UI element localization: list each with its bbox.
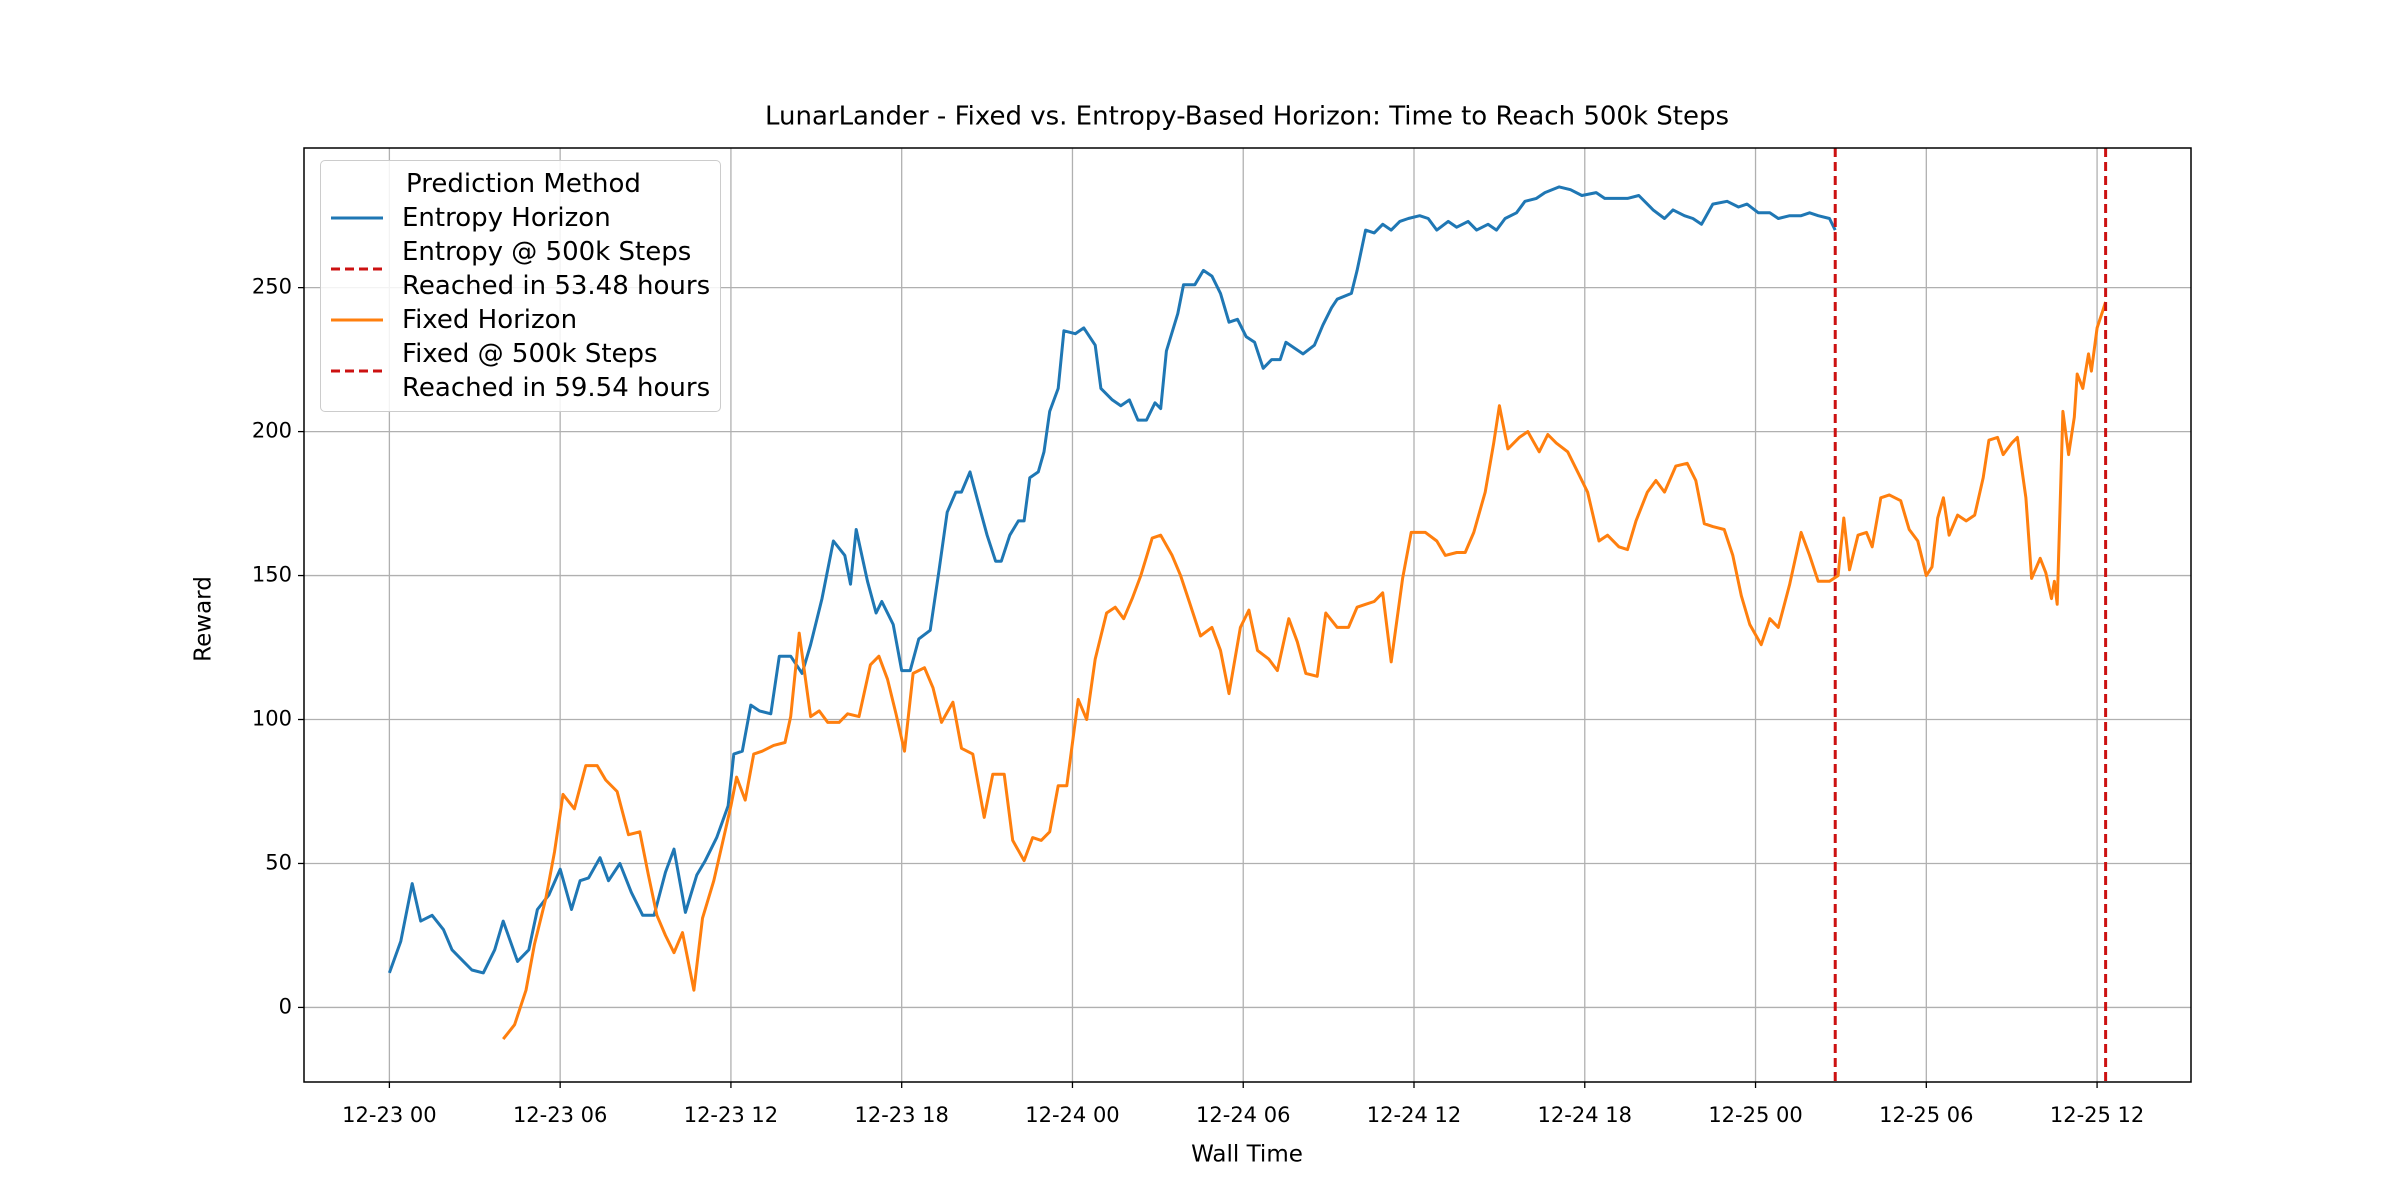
x-tick-label: 12-23 06 (513, 1103, 607, 1127)
plot-frame (303, 147, 2192, 1083)
x-tick-label: 12-25 12 (2050, 1103, 2144, 1127)
y-tick-label: 100 (252, 707, 292, 731)
y-tick-label: 250 (252, 275, 292, 299)
x-tick-label: 12-23 00 (342, 1103, 436, 1127)
legend-entry: Entropy @ 500k Steps Reached in 53.48 ho… (329, 235, 710, 303)
chart-title: LunarLander - Fixed vs. Entropy-Based Ho… (765, 102, 1729, 132)
legend-label: Fixed @ 500k Steps Reached in 59.54 hour… (402, 339, 711, 403)
y-tick-label: 150 (252, 563, 292, 587)
x-axis-label: Wall Time (1191, 1142, 1303, 1168)
y-tick-label: 50 (265, 850, 292, 874)
legend-label: Entropy @ 500k Steps Reached in 53.48 ho… (402, 237, 711, 301)
series-line (502, 301, 2108, 1041)
legend-entry: Fixed @ 500k Steps Reached in 59.54 hour… (329, 337, 710, 405)
legend: Prediction Method Entropy Horizon Entropy… (320, 160, 722, 412)
legend-label: Entropy Horizon (402, 203, 611, 233)
legend-swatch (331, 369, 383, 373)
x-tick-label: 12-24 18 (1538, 1103, 1632, 1127)
y-tick-label: 200 (252, 419, 292, 443)
x-tick-label: 12-25 00 (1708, 1103, 1802, 1127)
legend-entry: Fixed Horizon (329, 303, 710, 337)
legend-swatch (331, 267, 383, 271)
x-tick-label: 12-25 06 (1879, 1103, 1973, 1127)
y-axis-label: Reward (191, 576, 217, 662)
legend-label: Fixed Horizon (402, 305, 578, 335)
y-tick-label: 0 (279, 994, 292, 1018)
x-tick-label: 12-24 12 (1367, 1103, 1461, 1127)
x-tick-label: 12-24 06 (1196, 1103, 1290, 1127)
legend-swatch (331, 216, 383, 220)
legend-title: Prediction Method (406, 169, 641, 199)
x-tick-label: 12-24 00 (1025, 1103, 1119, 1127)
legend-entry: Entropy Horizon (329, 201, 710, 235)
x-tick-label: 12-23 12 (684, 1103, 778, 1127)
legend-swatch (331, 318, 383, 322)
x-tick-label: 12-23 18 (854, 1103, 948, 1127)
series-line (387, 185, 1837, 975)
